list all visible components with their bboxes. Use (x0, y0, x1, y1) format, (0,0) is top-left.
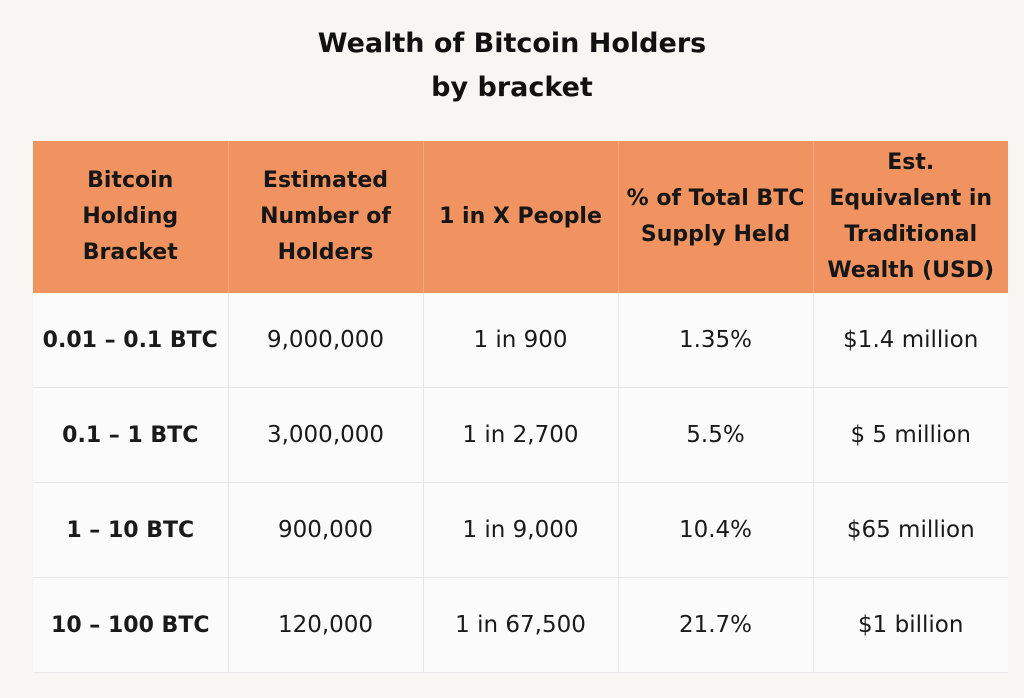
bitcoin-wealth-table: Bitcoin Holding Bracket Estimated Number… (33, 141, 1008, 673)
cell-supply-pct: 5.5% (618, 387, 814, 483)
cell-holders: 9,000,000 (228, 293, 424, 388)
header-supply-held: % of Total BTC Supply Held (618, 141, 814, 293)
table-row: 0.01 – 0.1 BTC 9,000,000 1 in 900 1.35% … (33, 293, 1008, 388)
cell-wealth-usd: $ 5 million (813, 387, 1008, 483)
table-header-row: Bitcoin Holding Bracket Estimated Number… (33, 141, 1008, 293)
cell-one-in-x: 1 in 9,000 (423, 482, 619, 578)
cell-supply-pct: 21.7% (618, 577, 814, 673)
cell-holders: 900,000 (228, 482, 424, 578)
cell-one-in-x: 1 in 67,500 (423, 577, 619, 673)
cell-one-in-x: 1 in 900 (423, 293, 619, 388)
cell-wealth-usd: $1.4 million (813, 293, 1008, 388)
cell-wealth-usd: $65 million (813, 482, 1008, 578)
cell-bracket: 10 – 100 BTC (33, 577, 229, 673)
cell-holders: 3,000,000 (228, 387, 424, 483)
cell-wealth-usd: $1 billion (813, 577, 1008, 673)
title-line-2: by bracket (431, 72, 593, 103)
page-title: Wealth of Bitcoin Holders by bracket (0, 22, 1024, 110)
title-line-1: Wealth of Bitcoin Holders (317, 28, 707, 59)
table-row: 10 – 100 BTC 120,000 1 in 67,500 21.7% $… (33, 577, 1008, 673)
cell-bracket: 0.01 – 0.1 BTC (33, 293, 229, 388)
cell-supply-pct: 1.35% (618, 293, 814, 388)
cell-one-in-x: 1 in 2,700 (423, 387, 619, 483)
cell-bracket: 1 – 10 BTC (33, 482, 229, 578)
table-row: 0.1 – 1 BTC 3,000,000 1 in 2,700 5.5% $ … (33, 387, 1008, 483)
cell-bracket: 0.1 – 1 BTC (33, 387, 229, 483)
cell-supply-pct: 10.4% (618, 482, 814, 578)
header-holding-bracket: Bitcoin Holding Bracket (33, 141, 229, 293)
cell-holders: 120,000 (228, 577, 424, 673)
table-row: 1 – 10 BTC 900,000 1 in 9,000 10.4% $65 … (33, 482, 1008, 578)
header-traditional-wealth: Est. Equivalent in Traditional Wealth (U… (813, 141, 1008, 293)
header-estimated-holders: Estimated Number of Holders (228, 141, 424, 293)
header-one-in-x-people: 1 in X People (423, 141, 619, 293)
